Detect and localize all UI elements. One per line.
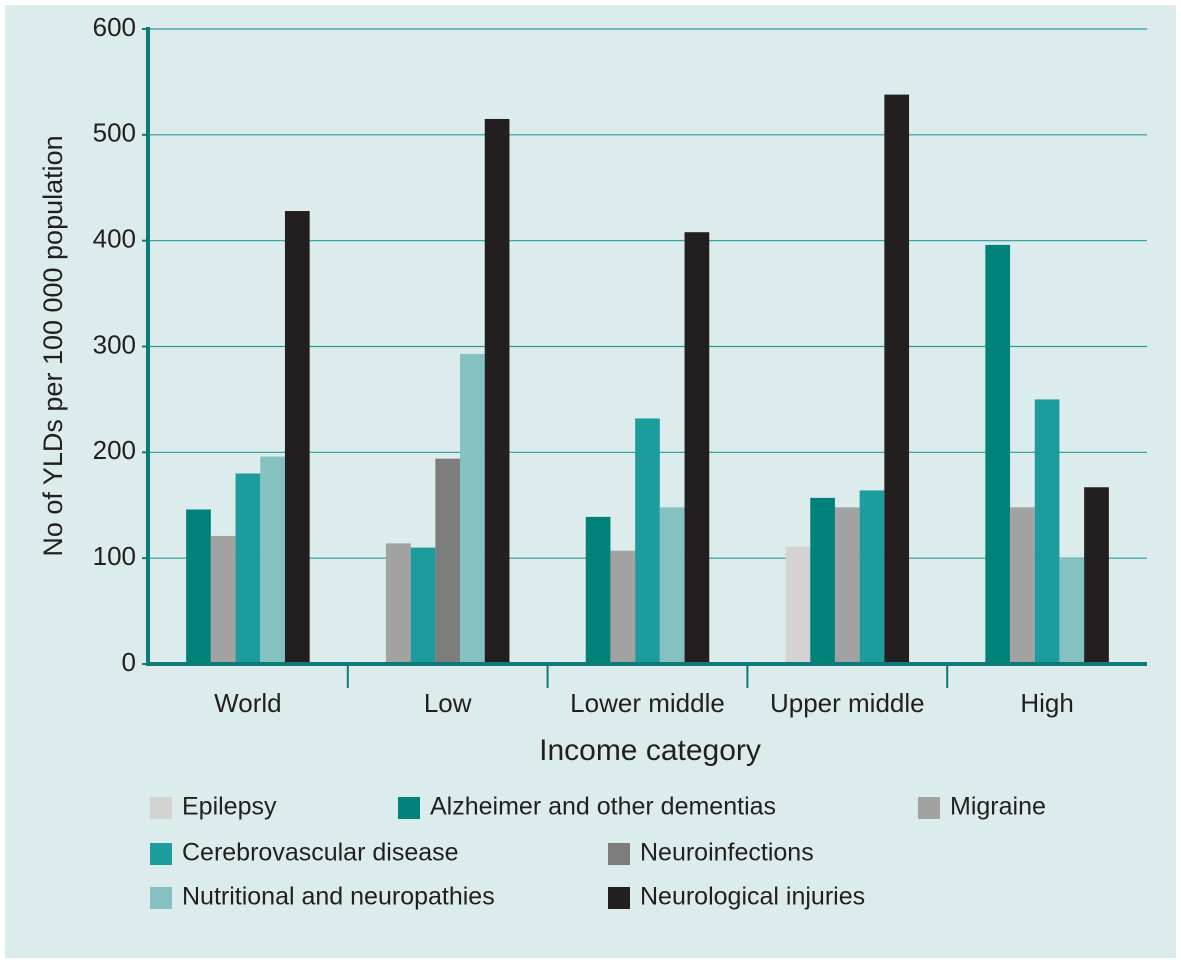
y-tick-label: 0 [122, 647, 136, 677]
y-tick-label: 300 [93, 329, 136, 359]
bar [1059, 558, 1085, 664]
legend-label: Alzheimer and other dementias [430, 793, 776, 821]
bar [810, 497, 835, 664]
legend-swatch [398, 797, 420, 819]
bar [684, 232, 710, 664]
legend-label: Neurological injuries [640, 883, 865, 911]
chart-background [5, 5, 1176, 958]
legend-swatch [608, 887, 630, 909]
bar [385, 543, 411, 664]
x-tick-label: High [1020, 688, 1073, 718]
bar [785, 546, 811, 664]
bar [859, 490, 885, 664]
bar [460, 353, 485, 664]
x-tick-label: World [214, 688, 281, 718]
bar [1084, 487, 1109, 664]
y-tick-label: 500 [93, 118, 136, 148]
bar [1010, 507, 1035, 664]
x-axis-label: Income category [539, 734, 761, 767]
legend-swatch [608, 843, 630, 865]
legend-swatch [150, 843, 172, 865]
bar [635, 418, 660, 664]
y-tick-label: 600 [93, 12, 136, 42]
legend-label: Epilepsy [182, 793, 277, 821]
y-tick-label: 100 [93, 541, 136, 571]
legend-swatch [918, 797, 940, 819]
bar [260, 456, 285, 664]
bar [1034, 399, 1060, 664]
bar [484, 118, 510, 665]
bar [235, 473, 261, 664]
legend-swatch [150, 887, 172, 909]
bar [985, 244, 1011, 664]
legend-label: Nutritional and neuropathies [182, 883, 495, 911]
x-tick-label: Low [424, 688, 472, 718]
bar [585, 516, 611, 664]
bar [210, 535, 236, 664]
legend-swatch [150, 797, 172, 819]
legend-label: Neuroinfections [640, 839, 814, 867]
x-tick-label: Lower middle [570, 688, 725, 718]
y-tick-label: 200 [93, 435, 136, 465]
bar [884, 94, 910, 664]
bar [610, 550, 636, 664]
y-tick-label: 400 [93, 224, 136, 254]
bar [410, 547, 436, 664]
bar [186, 509, 211, 664]
bar [284, 211, 310, 665]
y-axis-label: No of YLDs per 100 000 population [38, 135, 68, 556]
bar [659, 507, 685, 664]
legend-label: Migraine [950, 793, 1046, 821]
bar [435, 458, 461, 664]
legend-label: Cerebrovascular disease [182, 839, 459, 867]
bar [834, 507, 860, 664]
x-tick-label: Upper middle [770, 688, 925, 718]
